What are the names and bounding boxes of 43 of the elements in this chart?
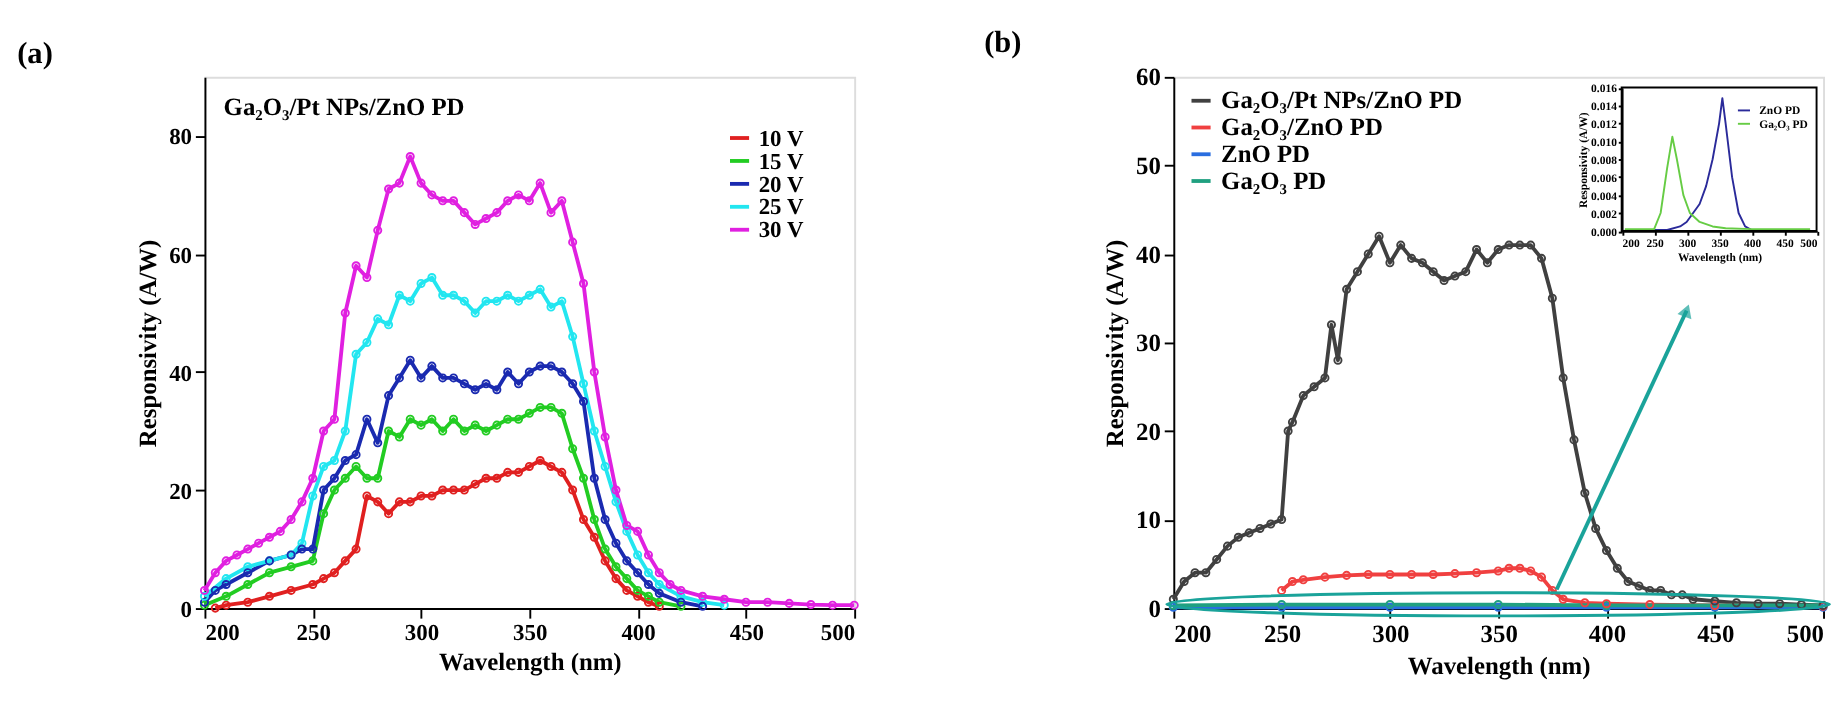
- y-tick-label: 60: [169, 244, 193, 269]
- x-axis-title: Wavelength (nm): [1407, 652, 1591, 681]
- x-tick-label: 450: [729, 621, 765, 646]
- legend-label: 10 V: [758, 127, 805, 152]
- legend-label: 30 V: [758, 219, 805, 244]
- y-tick-label: 0: [180, 598, 193, 623]
- y-axis-title: Responsivity (A/W): [1100, 239, 1129, 448]
- legend-label: 25 V: [758, 196, 805, 221]
- y-tick-label: 10: [1136, 506, 1161, 535]
- y-tick-label: 60: [1136, 63, 1161, 92]
- legend-label: 15 V: [758, 150, 805, 175]
- x-tick-label: 300: [404, 621, 440, 646]
- x-tick-label: 200: [1174, 619, 1212, 648]
- annotation: Ga₂O₃/Pt NPs/ZnO PD: [223, 93, 465, 122]
- y-axis-title: Responsivity (A/W): [133, 239, 162, 448]
- y-tick-label: 20: [169, 480, 193, 505]
- legend-label: Ga₂O₃ PD: [1221, 166, 1327, 195]
- chart-title: (b): [984, 26, 1022, 61]
- y-tick-label: 40: [169, 362, 193, 387]
- x-tick-label: 200: [205, 621, 241, 646]
- x-tick-label: 350: [513, 621, 549, 646]
- x-axis-title: Wavelength (nm): [438, 648, 622, 677]
- line-series: [1623, 135, 1812, 231]
- x-tick-label: 450: [1697, 619, 1735, 648]
- chart-title: (a): [17, 37, 53, 72]
- legend-label: Ga₂O₃/ZnO PD: [1221, 113, 1383, 142]
- y-tick-label: 20: [1136, 417, 1161, 446]
- x-tick-label: 350: [1480, 619, 1518, 648]
- x-tick-label: 400: [621, 621, 657, 646]
- x-tick-label: 400: [1588, 619, 1627, 648]
- y-tick-label: 30: [1136, 329, 1161, 358]
- legend-label: ZnO PD: [1221, 139, 1311, 168]
- x-tick-label: 500: [820, 621, 856, 646]
- y-tick-label: 50: [1136, 152, 1161, 181]
- legend-label: 20 V: [758, 173, 805, 198]
- x-tick-label: 300: [1372, 619, 1410, 648]
- x-tick-label: 500: [1786, 619, 1825, 648]
- x-tick-label: 250: [1263, 619, 1302, 648]
- y-tick-label: 0: [1148, 594, 1161, 623]
- y-tick-label: 80: [169, 126, 193, 151]
- y-tick-label: 40: [1136, 240, 1161, 269]
- x-tick-label: 250: [296, 621, 332, 646]
- legend-label: Ga₂O₃/Pt NPs/ZnO PD: [1221, 86, 1463, 115]
